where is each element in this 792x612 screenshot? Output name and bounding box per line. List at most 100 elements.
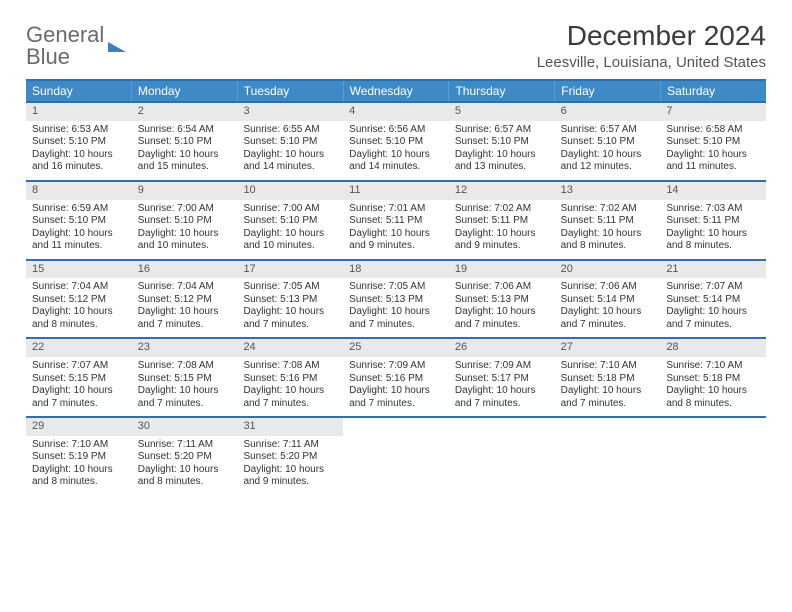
day-cell: 20Sunrise: 7:06 AMSunset: 5:14 PMDayligh… [555, 261, 661, 338]
sunset-text: Sunset: 5:10 PM [32, 136, 126, 149]
daylight-line1: Daylight: 10 hours [666, 228, 760, 241]
daylight-line2: and 11 minutes. [666, 161, 760, 174]
day-number: 28 [660, 339, 766, 357]
sunset-text: Sunset: 5:10 PM [243, 215, 337, 228]
day-cell: 27Sunrise: 7:10 AMSunset: 5:18 PMDayligh… [555, 339, 661, 416]
sunset-text: Sunset: 5:11 PM [455, 215, 549, 228]
daylight-line1: Daylight: 10 hours [32, 228, 126, 241]
daylight-line2: and 7 minutes. [349, 398, 443, 411]
day-cell [449, 418, 555, 495]
daylight-line1: Daylight: 10 hours [243, 228, 337, 241]
sunset-text: Sunset: 5:18 PM [561, 373, 655, 386]
day-number: 10 [237, 182, 343, 200]
sunset-text: Sunset: 5:18 PM [666, 373, 760, 386]
sunset-text: Sunset: 5:16 PM [349, 373, 443, 386]
day-number: 1 [26, 103, 132, 121]
day-cell: 29Sunrise: 7:10 AMSunset: 5:19 PMDayligh… [26, 418, 132, 495]
daylight-line1: Daylight: 10 hours [561, 228, 655, 241]
day-number: 20 [555, 261, 661, 279]
daylight-line2: and 11 minutes. [32, 240, 126, 253]
daylight-line1: Daylight: 10 hours [561, 149, 655, 162]
sunrise-text: Sunrise: 7:09 AM [349, 360, 443, 373]
sunrise-text: Sunrise: 7:02 AM [561, 203, 655, 216]
day-cell: 24Sunrise: 7:08 AMSunset: 5:16 PMDayligh… [237, 339, 343, 416]
day-body: Sunrise: 7:02 AMSunset: 5:11 PMDaylight:… [449, 200, 555, 259]
day-cell: 12Sunrise: 7:02 AMSunset: 5:11 PMDayligh… [449, 182, 555, 259]
daylight-line2: and 16 minutes. [32, 161, 126, 174]
sunset-text: Sunset: 5:10 PM [138, 136, 232, 149]
day-body: Sunrise: 7:01 AMSunset: 5:11 PMDaylight:… [343, 200, 449, 259]
day-body: Sunrise: 7:09 AMSunset: 5:17 PMDaylight:… [449, 357, 555, 416]
sunset-text: Sunset: 5:10 PM [666, 136, 760, 149]
sunrise-text: Sunrise: 6:56 AM [349, 124, 443, 137]
header: General Blue December 2024 Leesville, Lo… [26, 20, 766, 71]
daylight-line2: and 7 minutes. [455, 398, 549, 411]
daylight-line2: and 8 minutes. [32, 476, 126, 489]
daylight-line1: Daylight: 10 hours [455, 149, 549, 162]
day-number: 26 [449, 339, 555, 357]
day-body: Sunrise: 7:11 AMSunset: 5:20 PMDaylight:… [132, 436, 238, 495]
month-title: December 2024 [537, 20, 766, 52]
day-cell: 8Sunrise: 6:59 AMSunset: 5:10 PMDaylight… [26, 182, 132, 259]
day-body: Sunrise: 7:06 AMSunset: 5:14 PMDaylight:… [555, 278, 661, 337]
daylight-line2: and 14 minutes. [243, 161, 337, 174]
daylight-line2: and 9 minutes. [455, 240, 549, 253]
day-cell: 30Sunrise: 7:11 AMSunset: 5:20 PMDayligh… [132, 418, 238, 495]
daylight-line1: Daylight: 10 hours [138, 464, 232, 477]
day-number: 3 [237, 103, 343, 121]
day-number: 30 [132, 418, 238, 436]
day-number: 19 [449, 261, 555, 279]
day-cell [555, 418, 661, 495]
week-row: 1Sunrise: 6:53 AMSunset: 5:10 PMDaylight… [26, 101, 766, 180]
sunset-text: Sunset: 5:11 PM [349, 215, 443, 228]
week-row: 15Sunrise: 7:04 AMSunset: 5:12 PMDayligh… [26, 259, 766, 338]
sunrise-text: Sunrise: 7:05 AM [349, 281, 443, 294]
day-cell [660, 418, 766, 495]
day-body: Sunrise: 7:05 AMSunset: 5:13 PMDaylight:… [343, 278, 449, 337]
day-number: 9 [132, 182, 238, 200]
daylight-line1: Daylight: 10 hours [243, 306, 337, 319]
day-number: 22 [26, 339, 132, 357]
daylight-line2: and 13 minutes. [455, 161, 549, 174]
day-body: Sunrise: 7:09 AMSunset: 5:16 PMDaylight:… [343, 357, 449, 416]
sunset-text: Sunset: 5:10 PM [561, 136, 655, 149]
sunrise-text: Sunrise: 6:53 AM [32, 124, 126, 137]
sunrise-text: Sunrise: 7:00 AM [138, 203, 232, 216]
day-number: 4 [343, 103, 449, 121]
sunrise-text: Sunrise: 7:05 AM [243, 281, 337, 294]
brand-logo: General Blue [26, 20, 126, 68]
location-text: Leesville, Louisiana, United States [537, 54, 766, 71]
sunrise-text: Sunrise: 7:11 AM [243, 439, 337, 452]
day-number: 6 [555, 103, 661, 121]
daylight-line2: and 8 minutes. [32, 319, 126, 332]
day-body: Sunrise: 7:08 AMSunset: 5:15 PMDaylight:… [132, 357, 238, 416]
sunrise-text: Sunrise: 6:57 AM [561, 124, 655, 137]
sunrise-text: Sunrise: 7:10 AM [32, 439, 126, 452]
day-body: Sunrise: 7:04 AMSunset: 5:12 PMDaylight:… [132, 278, 238, 337]
sunrise-text: Sunrise: 7:03 AM [666, 203, 760, 216]
sunrise-text: Sunrise: 7:02 AM [455, 203, 549, 216]
sunset-text: Sunset: 5:13 PM [243, 294, 337, 307]
daylight-line1: Daylight: 10 hours [349, 306, 443, 319]
daylight-line1: Daylight: 10 hours [243, 385, 337, 398]
day-body: Sunrise: 6:58 AMSunset: 5:10 PMDaylight:… [660, 121, 766, 180]
daylight-line2: and 7 minutes. [455, 319, 549, 332]
daylight-line2: and 7 minutes. [138, 319, 232, 332]
day-number: 24 [237, 339, 343, 357]
day-cell: 4Sunrise: 6:56 AMSunset: 5:10 PMDaylight… [343, 103, 449, 180]
daylight-line2: and 9 minutes. [349, 240, 443, 253]
daylight-line1: Daylight: 10 hours [561, 306, 655, 319]
day-cell: 10Sunrise: 7:00 AMSunset: 5:10 PMDayligh… [237, 182, 343, 259]
daylight-line2: and 7 minutes. [349, 319, 443, 332]
daylight-line2: and 7 minutes. [666, 319, 760, 332]
sunset-text: Sunset: 5:15 PM [138, 373, 232, 386]
day-cell: 2Sunrise: 6:54 AMSunset: 5:10 PMDaylight… [132, 103, 238, 180]
sunrise-text: Sunrise: 7:06 AM [561, 281, 655, 294]
daylight-line2: and 12 minutes. [561, 161, 655, 174]
daylight-line1: Daylight: 10 hours [138, 306, 232, 319]
day-cell: 21Sunrise: 7:07 AMSunset: 5:14 PMDayligh… [660, 261, 766, 338]
daylight-line1: Daylight: 10 hours [138, 149, 232, 162]
day-cell: 5Sunrise: 6:57 AMSunset: 5:10 PMDaylight… [449, 103, 555, 180]
sunset-text: Sunset: 5:17 PM [455, 373, 549, 386]
day-number: 25 [343, 339, 449, 357]
